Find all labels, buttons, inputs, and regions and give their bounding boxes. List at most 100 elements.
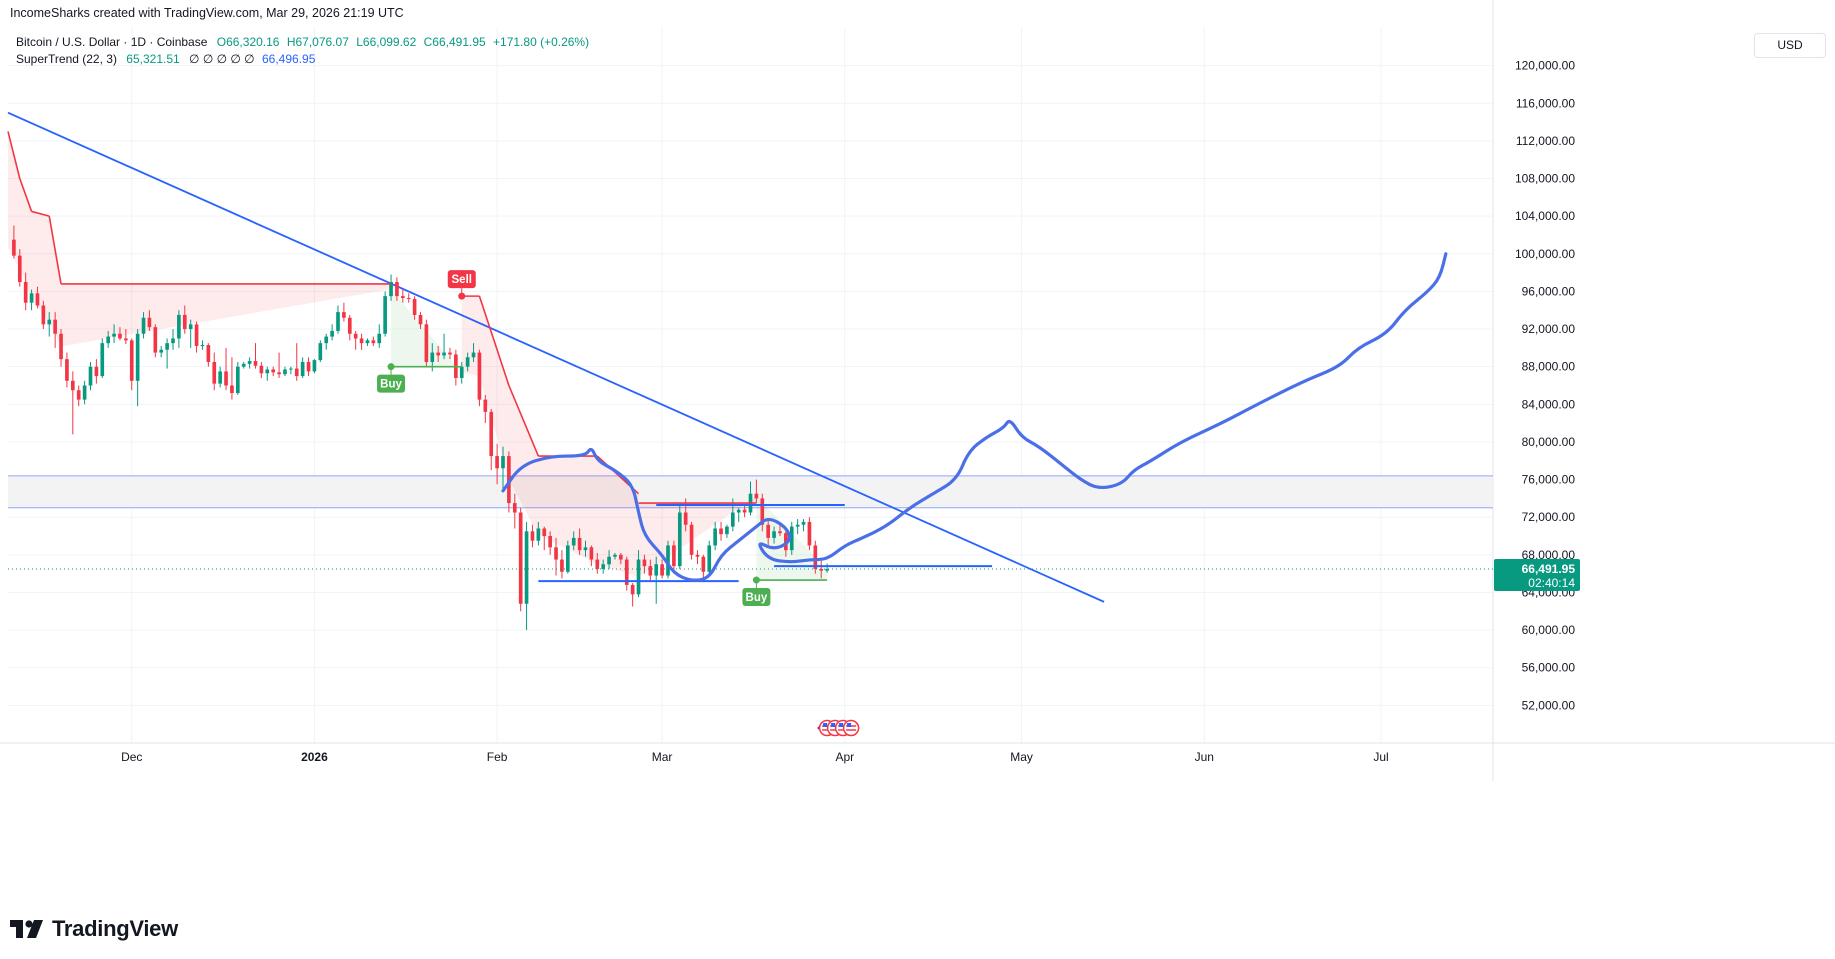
symbol-legend-row: Bitcoin / U.S. Dollar · 1D · Coinbase O6… (16, 34, 593, 51)
flag-canton (823, 723, 828, 727)
descending-trendline[interactable] (7, 111, 1105, 603)
projection-drawings[interactable] (501, 252, 1448, 583)
candle-body (577, 537, 582, 551)
candle (324, 333, 329, 350)
candle (347, 314, 352, 341)
candle-body (707, 545, 712, 572)
chart-grid (0, 0, 1835, 781)
candle-body (436, 352, 441, 356)
candle-body (648, 566, 653, 576)
candle-body (760, 498, 765, 525)
candle-body (666, 545, 670, 576)
candle-body (312, 360, 317, 372)
supertrend-fill-area (461, 296, 480, 377)
time-axis[interactable]: Dec 2026 Feb Mar Apr May Jun Jul (121, 750, 1389, 764)
candle (70, 371, 75, 435)
candle (395, 277, 399, 301)
buy-signal: Buy (377, 363, 406, 393)
supertrend-fill-area (597, 456, 639, 577)
candle (495, 443, 499, 485)
candle-body (124, 338, 128, 341)
candle (224, 347, 228, 391)
candle (259, 361, 264, 378)
price-axis[interactable]: 52,000.0056,000.0060,000.0064,000.0068,0… (1494, 59, 1580, 713)
candle (53, 312, 57, 348)
candle-body (742, 509, 747, 513)
supertrend-fill-area (49, 216, 62, 347)
candle (583, 540, 588, 557)
price-tick-label: 92,000.00 (1522, 322, 1576, 336)
candle (660, 559, 664, 579)
candle (589, 545, 594, 567)
candle-body (23, 282, 28, 303)
candle (188, 319, 193, 348)
candle (94, 359, 99, 384)
currency-selector[interactable]: USD (1754, 33, 1826, 58)
candle (736, 507, 741, 522)
price-tick-label: 72,000.00 (1522, 510, 1576, 524)
price-tick-label: 80,000.00 (1522, 435, 1576, 449)
symbol-title: Bitcoin / U.S. Dollar · 1D · Coinbase (16, 35, 208, 49)
candle (76, 385, 81, 407)
candle (41, 300, 46, 330)
price-tick-label: 116,000.00 (1516, 96, 1575, 110)
candle-body (607, 556, 611, 565)
candle-body (165, 343, 169, 350)
candle-body (118, 333, 122, 339)
candle (371, 336, 376, 346)
event-markers[interactable] (817, 719, 860, 737)
candle (459, 361, 464, 384)
candle (135, 329, 140, 407)
candle-body (536, 528, 541, 541)
candle-body (347, 317, 352, 334)
candle-body (235, 366, 240, 394)
candle-body (730, 512, 735, 527)
tradingview-brand[interactable]: TradingView (10, 916, 178, 942)
candle (754, 479, 759, 504)
candle (218, 366, 222, 388)
candle (778, 524, 782, 537)
sell-signal: Sell (447, 270, 476, 300)
price-tick-label: 84,000.00 (1522, 397, 1576, 411)
candle-body (819, 568, 824, 571)
candle (65, 352, 69, 388)
tradingview-logo-icon (10, 920, 43, 938)
candle (165, 338, 169, 369)
candle-body (330, 330, 334, 337)
supertrend-fill-area (479, 296, 509, 480)
candle-body (82, 385, 87, 400)
candle-body (524, 531, 529, 604)
candle (689, 521, 694, 560)
candle (206, 343, 211, 367)
chart-attribution: IncomeSharks created with TradingView.co… (10, 6, 404, 20)
time-tick-label: Dec (121, 750, 142, 764)
candle (595, 552, 600, 574)
candle-body (589, 547, 594, 560)
candle-body (47, 319, 52, 325)
candle-body (754, 493, 759, 499)
candle-body (406, 298, 411, 300)
candle (47, 312, 52, 337)
candle (666, 540, 670, 579)
candle (536, 521, 541, 546)
candle-body (772, 531, 776, 538)
candle (607, 550, 611, 569)
candle (418, 312, 423, 330)
signal-label-text: Buy (746, 592, 768, 604)
candle (23, 272, 28, 311)
candle-body (106, 336, 111, 344)
candle-body (259, 365, 264, 374)
event-circle (842, 719, 860, 737)
candle-body (171, 338, 175, 344)
candle (454, 349, 458, 386)
time-tick-label: Jun (1195, 750, 1214, 764)
candle-body (112, 333, 116, 337)
candle-body (359, 338, 364, 344)
signal-label-box (447, 270, 476, 289)
candle (353, 330, 358, 350)
price-tick-label: 68,000.00 (1522, 548, 1576, 562)
candle-body (289, 368, 293, 370)
candle (719, 521, 723, 541)
candle-body (70, 380, 75, 391)
